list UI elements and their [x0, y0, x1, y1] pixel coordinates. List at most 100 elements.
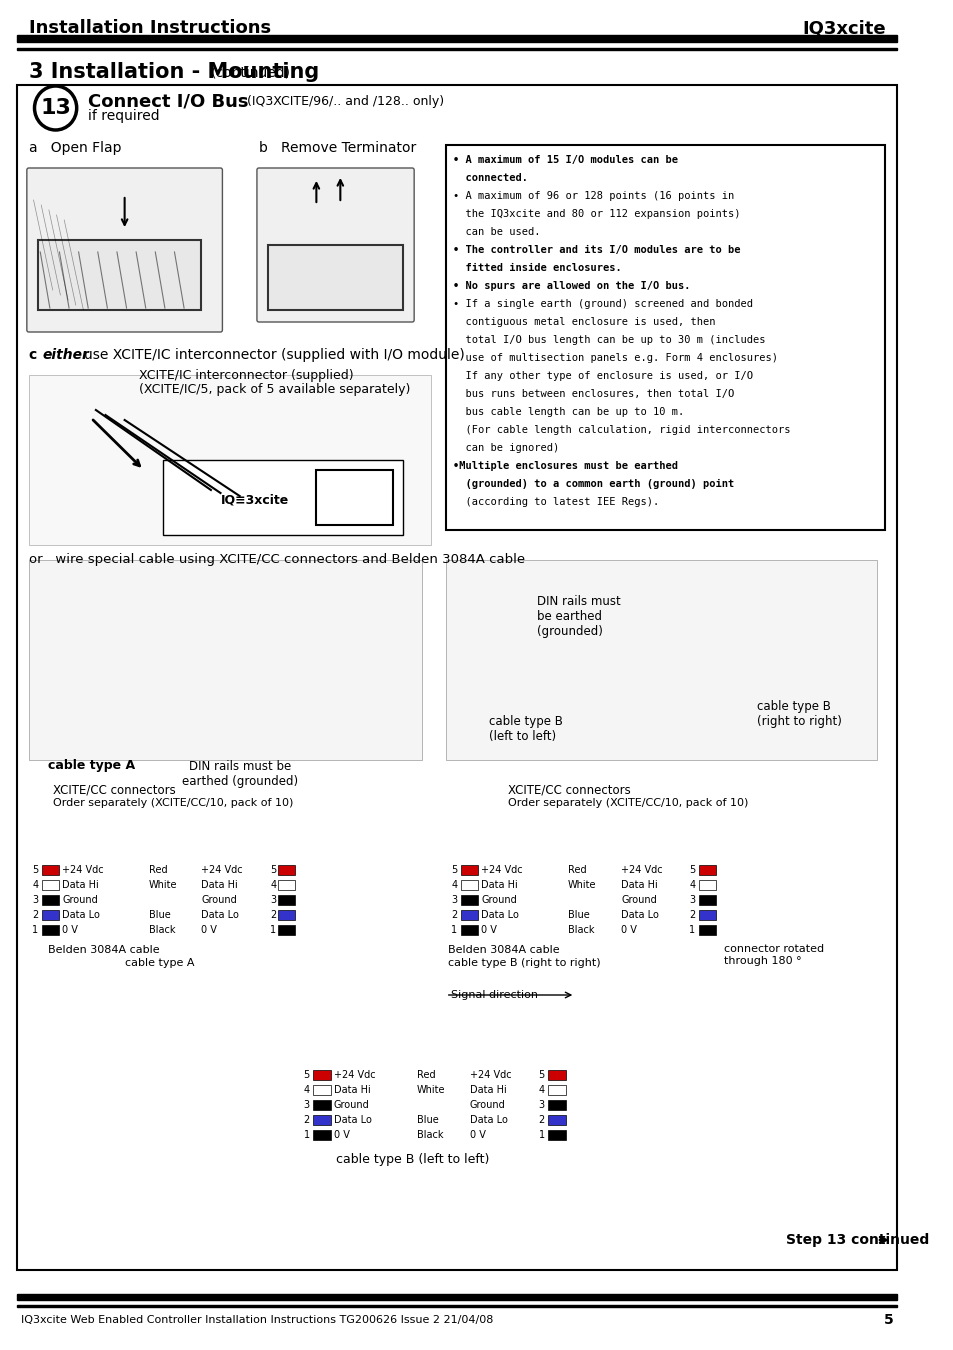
Text: White: White — [149, 880, 177, 890]
FancyBboxPatch shape — [27, 167, 222, 332]
Text: +24 Vdc: +24 Vdc — [480, 865, 522, 875]
Text: (For cable length calculation, rigid interconnectors: (For cable length calculation, rigid int… — [453, 425, 790, 435]
Text: +24 Vdc: +24 Vdc — [334, 1071, 375, 1080]
Bar — [460, 880, 477, 890]
Text: 4: 4 — [32, 880, 38, 890]
Text: • A maximum of 96 or 128 points (16 points in: • A maximum of 96 or 128 points (16 poin… — [453, 190, 734, 201]
Text: 1: 1 — [270, 925, 276, 936]
Text: 4: 4 — [303, 1085, 310, 1095]
Text: Installation Instructions: Installation Instructions — [29, 19, 271, 36]
Text: • If a single earth (ground) screened and bonded: • If a single earth (ground) screened an… — [453, 298, 753, 309]
Text: Belden 3084A cable: Belden 3084A cable — [48, 945, 159, 954]
Text: Step 13 continued: Step 13 continued — [785, 1233, 928, 1247]
Text: • No spurs are allowed on the I/O bus.: • No spurs are allowed on the I/O bus. — [453, 281, 690, 292]
Text: 5: 5 — [538, 1071, 544, 1080]
Bar — [699, 865, 716, 875]
Text: (grounded) to a common earth (ground) point: (grounded) to a common earth (ground) po… — [453, 479, 734, 489]
Text: c: c — [29, 348, 37, 362]
Text: can be used.: can be used. — [453, 227, 540, 238]
Text: can be ignored): can be ignored) — [453, 443, 559, 454]
Bar — [17, 35, 897, 42]
Bar — [699, 895, 716, 905]
Text: Data Lo: Data Lo — [620, 910, 659, 919]
Text: use XCITE/IC interconnector (supplied with I/O module): use XCITE/IC interconnector (supplied wi… — [84, 348, 465, 362]
Text: bus runs between enclosures, then total I/O: bus runs between enclosures, then total … — [453, 389, 734, 400]
Text: 0 V: 0 V — [201, 925, 217, 936]
Text: IQ3xcite Web Enabled Controller Installation Instructions TG200626 Issue 2 21/04: IQ3xcite Web Enabled Controller Installa… — [21, 1315, 493, 1324]
Text: 3: 3 — [688, 895, 695, 905]
Bar — [17, 1295, 897, 1300]
Text: White: White — [567, 880, 596, 890]
Text: Connect I/O Bus: Connect I/O Bus — [88, 92, 249, 109]
Text: 2: 2 — [451, 910, 457, 919]
Bar — [548, 1085, 565, 1095]
Text: Blue: Blue — [149, 910, 171, 919]
Text: 1: 1 — [303, 1130, 310, 1139]
Text: DIN rails must be
earthed (grounded): DIN rails must be earthed (grounded) — [181, 760, 297, 788]
Bar — [460, 865, 477, 875]
Text: Black: Black — [416, 1130, 443, 1139]
Text: +24 Vdc: +24 Vdc — [201, 865, 243, 875]
Text: 0 V: 0 V — [334, 1130, 349, 1139]
Text: 2: 2 — [270, 910, 276, 919]
Text: DIN rails must
be earthed
(grounded): DIN rails must be earthed (grounded) — [537, 595, 620, 639]
Bar — [277, 925, 295, 936]
Text: 2: 2 — [538, 1115, 544, 1125]
Bar — [163, 460, 402, 535]
Text: XCITE/CC connectors: XCITE/CC connectors — [52, 783, 175, 796]
Text: 0 V: 0 V — [480, 925, 497, 936]
Text: Data Hi: Data Hi — [201, 880, 238, 890]
Text: 2: 2 — [688, 910, 695, 919]
Text: 1: 1 — [538, 1130, 544, 1139]
Text: 13: 13 — [40, 99, 71, 117]
Text: Data Hi: Data Hi — [620, 880, 658, 890]
Text: Data Lo: Data Lo — [469, 1115, 507, 1125]
Text: 0 V: 0 V — [620, 925, 637, 936]
Bar — [277, 865, 295, 875]
Text: Ground: Ground — [62, 895, 98, 905]
Text: 3: 3 — [270, 895, 276, 905]
Text: Data Hi: Data Hi — [62, 880, 99, 890]
Text: Data Hi: Data Hi — [480, 880, 517, 890]
Text: 3: 3 — [303, 1100, 310, 1110]
Bar — [29, 560, 421, 760]
Text: if required: if required — [88, 109, 160, 123]
Text: IQ≡3xcite: IQ≡3xcite — [220, 494, 289, 506]
Text: connector rotated
through 180 °: connector rotated through 180 ° — [723, 944, 823, 965]
Bar — [314, 1115, 331, 1125]
Bar — [445, 144, 884, 531]
Text: Belden 3084A cable: Belden 3084A cable — [447, 945, 558, 954]
Circle shape — [34, 86, 76, 130]
Text: Blue: Blue — [416, 1115, 438, 1125]
Bar — [42, 910, 59, 919]
Bar — [42, 865, 59, 875]
Text: cable type B (right to right): cable type B (right to right) — [447, 958, 599, 968]
Text: 5: 5 — [270, 865, 276, 875]
Text: Signal direction: Signal direction — [450, 990, 537, 1000]
Text: Ground: Ground — [334, 1100, 369, 1110]
Text: connected.: connected. — [453, 173, 528, 184]
Bar — [42, 925, 59, 936]
Text: fitted inside enclosures.: fitted inside enclosures. — [453, 263, 621, 273]
Bar — [42, 880, 59, 890]
Text: cable type B (left to left): cable type B (left to left) — [335, 1153, 489, 1166]
Text: Data Lo: Data Lo — [334, 1115, 371, 1125]
Text: 1: 1 — [32, 925, 38, 936]
FancyBboxPatch shape — [256, 167, 414, 323]
Text: Data Lo: Data Lo — [62, 910, 100, 919]
Text: 3: 3 — [32, 895, 38, 905]
Text: 2: 2 — [303, 1115, 310, 1125]
Text: 1: 1 — [688, 925, 695, 936]
Text: +24 Vdc: +24 Vdc — [469, 1071, 511, 1080]
Text: Ground: Ground — [469, 1100, 505, 1110]
Text: • A maximum of 15 I/O modules can be: • A maximum of 15 I/O modules can be — [453, 155, 678, 165]
Text: XCITE/CC connectors: XCITE/CC connectors — [508, 783, 630, 796]
Text: 5: 5 — [688, 865, 695, 875]
Text: Red: Red — [149, 865, 167, 875]
Text: Black: Black — [567, 925, 594, 936]
Text: +24 Vdc: +24 Vdc — [620, 865, 662, 875]
Text: XCITE/IC interconnector (supplied): XCITE/IC interconnector (supplied) — [139, 369, 354, 382]
Text: b   Remove Terminator: b Remove Terminator — [258, 140, 416, 155]
Text: cable type B
(left to left): cable type B (left to left) — [489, 716, 562, 742]
Text: 4: 4 — [538, 1085, 544, 1095]
